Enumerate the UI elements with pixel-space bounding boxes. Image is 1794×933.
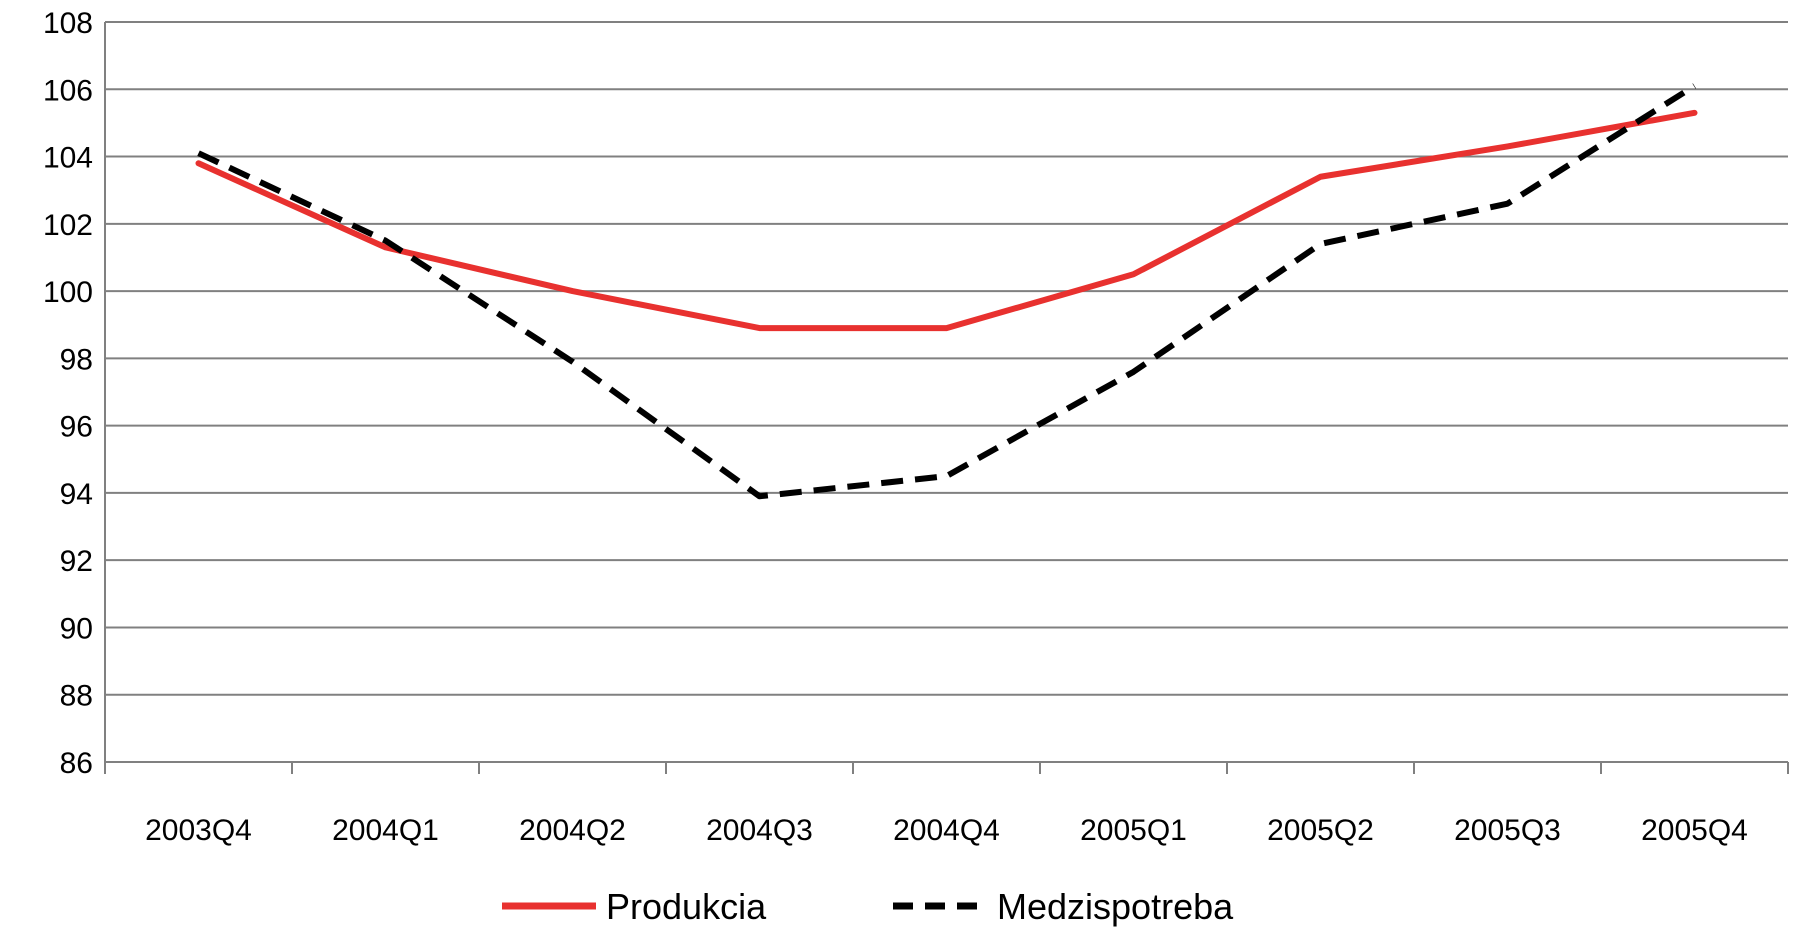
y-tick-label: 94 <box>60 478 93 511</box>
y-tick-label: 108 <box>43 7 93 40</box>
y-tick-label: 88 <box>60 680 93 713</box>
x-tick-label: 2003Q4 <box>145 814 252 847</box>
x-tick-label: 2005Q4 <box>1641 814 1748 847</box>
x-tick-label: 2004Q4 <box>893 814 1000 847</box>
x-tick-label: 2004Q3 <box>706 814 813 847</box>
grid-lines <box>105 21 1788 696</box>
series-lines <box>195 83 1698 500</box>
y-tick-label: 98 <box>60 343 93 376</box>
legend-label: Medzispotreba <box>997 886 1234 927</box>
y-tick-label: 96 <box>60 411 93 444</box>
y-tick-labels: 86 88 90 92 94 96 98 100 102 104 106 108 <box>43 7 93 780</box>
y-tick-label: 102 <box>43 209 93 242</box>
x-tick-label: 2005Q1 <box>1080 814 1187 847</box>
y-tick-label: 104 <box>43 142 93 175</box>
y-tick-label: 106 <box>43 74 93 107</box>
y-tick-label: 92 <box>60 545 93 578</box>
series-line-medzispotreba <box>197 83 1697 500</box>
x-tick-label: 2004Q2 <box>519 814 626 847</box>
x-tick-label: 2005Q2 <box>1267 814 1374 847</box>
legend-item-medzispotreba: Medzispotreba <box>893 886 1234 927</box>
series-line-produkcia <box>195 109 1698 332</box>
legend-label: Produkcia <box>606 886 767 927</box>
legend-item-produkcia: Produkcia <box>502 886 767 927</box>
legend: Produkcia Medzispotreba <box>502 886 1234 927</box>
x-tick-label: 2005Q3 <box>1454 814 1561 847</box>
y-tick-label: 100 <box>43 276 93 309</box>
x-tick-labels: 2003Q4 2004Q1 2004Q2 2004Q3 2004Q4 2005Q1 2005… <box>145 814 1748 847</box>
y-tick-label: 86 <box>60 747 93 780</box>
axes <box>104 22 1789 774</box>
y-tick-label: 90 <box>60 612 93 645</box>
x-tick-label: 2004Q1 <box>332 814 439 847</box>
